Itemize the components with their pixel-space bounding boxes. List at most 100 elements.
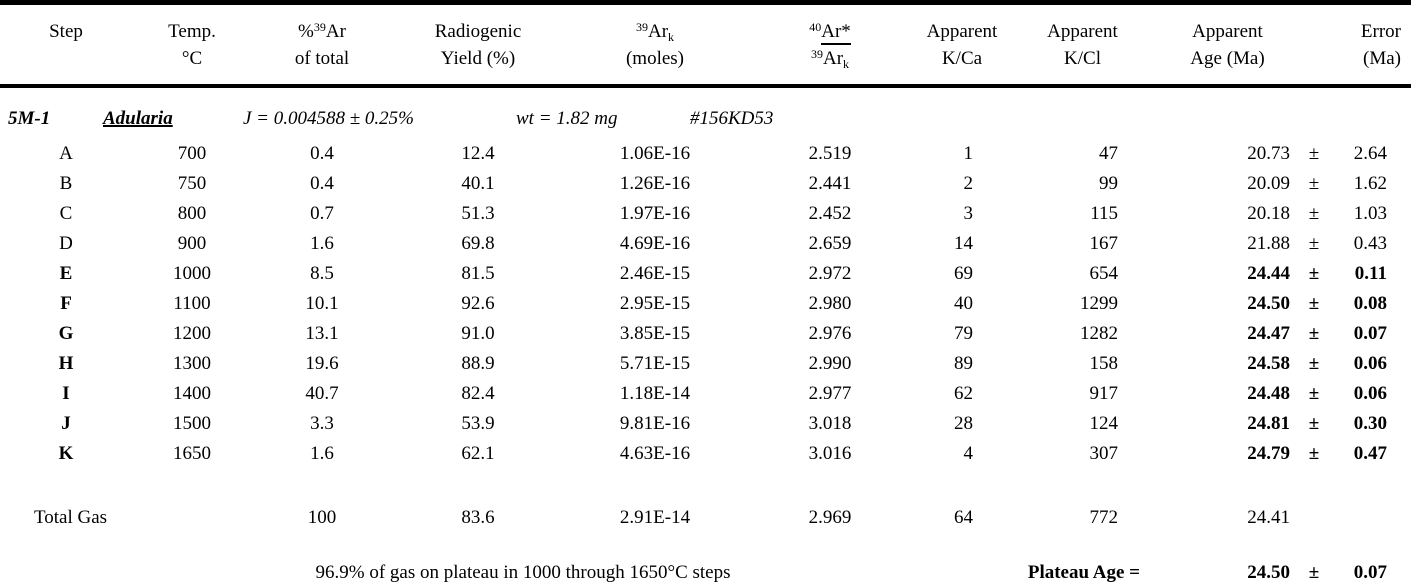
cell-kca: 1	[963, 143, 974, 164]
cell-40ar-39ark-ratio: 2.659	[808, 233, 852, 254]
cell-kca: 2	[963, 173, 974, 194]
cell-39ark-moles: 5.71E-15	[619, 353, 691, 374]
cell-plusminus: ±	[1308, 353, 1320, 374]
cell-radiogenic-yield: 62.1	[461, 443, 495, 464]
cell-error: 1.03	[1353, 203, 1387, 224]
col-header-40arstar: 40Ar*	[746, 3, 914, 45]
cell-step: A	[59, 143, 73, 164]
cell-kcl: 917	[1089, 383, 1119, 404]
cell-kcl: 47	[1099, 143, 1118, 164]
cell-temp: 1500	[173, 413, 211, 434]
step-row: A 700 0.4 12.4 1.06E-16 2.519 1 47 20.73…	[0, 139, 1411, 169]
cell-plusminus: ±	[1308, 413, 1320, 434]
cell-40ar-39ark-ratio: 2.977	[808, 383, 852, 404]
cell-40ar-39ark-ratio: 2.519	[808, 143, 852, 164]
cell-error: 0.43	[1353, 233, 1387, 254]
col-header-kca-2: K/Ca	[941, 48, 983, 69]
cell-kcl: 124	[1089, 413, 1119, 434]
cell-39ark-moles: 1.26E-16	[619, 173, 691, 194]
total-gas-pct39ar: 100	[307, 507, 337, 528]
total-gas-age: 24.41	[1247, 507, 1290, 528]
plateau-note: 96.9% of gas on plateau in 1000 through …	[315, 562, 731, 583]
step-row: C 800 0.7 51.3 1.97E-16 2.452 3 115 20.1…	[0, 199, 1411, 229]
cell-radiogenic-yield: 91.0	[461, 323, 495, 344]
cell-temp: 1400	[173, 383, 211, 404]
cell-40ar-39ark-ratio: 2.972	[808, 263, 852, 284]
cell-apparent-age: 24.81	[1247, 413, 1290, 434]
cell-step: J	[61, 413, 71, 434]
cell-pct39ar: 8.5	[310, 263, 334, 284]
cell-radiogenic-yield: 12.4	[461, 143, 495, 164]
step-row: K 1650 1.6 62.1 4.63E-16 3.016 4 307 24.…	[0, 439, 1411, 469]
step-row: H 1300 19.6 88.9 5.71E-15 2.990 89 158 2…	[0, 349, 1411, 379]
cell-apparent-age: 24.79	[1247, 443, 1290, 464]
total-gas-kca: 64	[954, 507, 973, 528]
cell-temp: 1650	[173, 443, 211, 464]
sample-info-cell: 5M-1 Adularia J = 0.004588 ± 0.25% wt = …	[0, 86, 1411, 139]
cell-radiogenic-yield: 40.1	[461, 173, 495, 194]
summary-rows: Total Gas 100 83.6 2.91E-14 2.969 64 772…	[0, 469, 1411, 588]
sample-run-id: #156KD53	[690, 108, 774, 129]
cell-40ar-39ark-ratio: 3.018	[808, 413, 852, 434]
cell-40ar-39ark-ratio: 2.980	[808, 293, 852, 314]
cell-40ar-39ark-ratio: 2.990	[808, 353, 852, 374]
col-header-kcl-2: K/Cl	[1064, 48, 1101, 69]
col-header-pm-spacer	[1300, 3, 1328, 46]
cell-40ar-39ark-ratio: 3.016	[808, 443, 852, 464]
sample-j-value: J = 0.004588 ± 0.25%	[243, 108, 415, 129]
cell-plusminus: ±	[1308, 203, 1320, 224]
cell-kcl: 307	[1089, 443, 1119, 464]
col-header-pm-spacer-2	[1300, 45, 1328, 86]
cell-40ar-39ark-ratio: 2.452	[808, 203, 852, 224]
cell-radiogenic-yield: 53.9	[461, 413, 495, 434]
col-header-yield-2: Yield (%)	[440, 48, 516, 69]
col-header-radiogenic: Radiogenic	[434, 21, 522, 42]
cell-pct39ar: 1.6	[310, 443, 334, 464]
col-header-pct39ar: %39Ar	[298, 20, 346, 42]
sample-weight: wt = 1.82 mg	[516, 108, 618, 129]
cell-step: G	[58, 323, 74, 344]
step-rows: 5M-1 Adularia J = 0.004588 ± 0.25% wt = …	[0, 86, 1411, 469]
cell-39ark-moles: 1.06E-16	[619, 143, 691, 164]
cell-kca: 3	[963, 203, 974, 224]
cell-step: F	[60, 293, 72, 314]
cell-apparent-age: 24.47	[1247, 323, 1290, 344]
cell-error: 0.11	[1354, 263, 1387, 284]
cell-plusminus: ±	[1308, 143, 1320, 164]
cell-radiogenic-yield: 88.9	[461, 353, 495, 374]
cell-plusminus: ±	[1308, 443, 1320, 464]
cell-error: 0.47	[1353, 443, 1387, 464]
cell-kcl: 1299	[1080, 293, 1118, 314]
cell-pct39ar: 1.6	[310, 233, 334, 254]
total-gas-yield: 83.6	[461, 507, 495, 528]
plateau-age-label: Plateau Age =	[1027, 562, 1140, 583]
cell-step: D	[59, 233, 73, 254]
cell-apparent-age: 24.58	[1247, 353, 1290, 374]
total-gas-ratio: 2.969	[808, 507, 852, 528]
total-gas-row: Total Gas 100 83.6 2.91E-14 2.969 64 772…	[0, 469, 1411, 535]
cell-radiogenic-yield: 81.5	[461, 263, 495, 284]
col-header-temp-units: °C	[181, 48, 203, 69]
cell-step: I	[62, 383, 70, 404]
cell-39ark-moles: 2.46E-15	[619, 263, 691, 284]
cell-apparent-age: 24.48	[1247, 383, 1290, 404]
cell-radiogenic-yield: 92.6	[461, 293, 495, 314]
cell-step: H	[58, 353, 74, 374]
header-row-1: Step Temp. %39Ar Radiogenic 39Ark 40Ar* …	[0, 3, 1411, 46]
col-header-kcl-1: Apparent	[1047, 21, 1118, 42]
col-header-error-units: (Ma)	[1363, 48, 1401, 69]
cell-plusminus: ±	[1308, 293, 1320, 314]
cell-apparent-age: 24.44	[1247, 263, 1290, 284]
cell-error: 0.06	[1353, 383, 1387, 404]
cell-kca: 14	[954, 233, 973, 254]
cell-temp: 1300	[173, 353, 211, 374]
cell-error: 2.64	[1353, 143, 1387, 164]
total-gas-kcl: 772	[1089, 507, 1119, 528]
step-row: B 750 0.4 40.1 1.26E-16 2.441 2 99 20.09…	[0, 169, 1411, 199]
col-header-age-2: Age (Ma)	[1190, 48, 1265, 69]
cell-temp: 900	[177, 233, 207, 254]
cell-temp: 1200	[173, 323, 211, 344]
cell-kca: 69	[954, 263, 973, 284]
cell-radiogenic-yield: 69.8	[461, 233, 495, 254]
col-header-39ark: 39Ark	[635, 20, 675, 44]
